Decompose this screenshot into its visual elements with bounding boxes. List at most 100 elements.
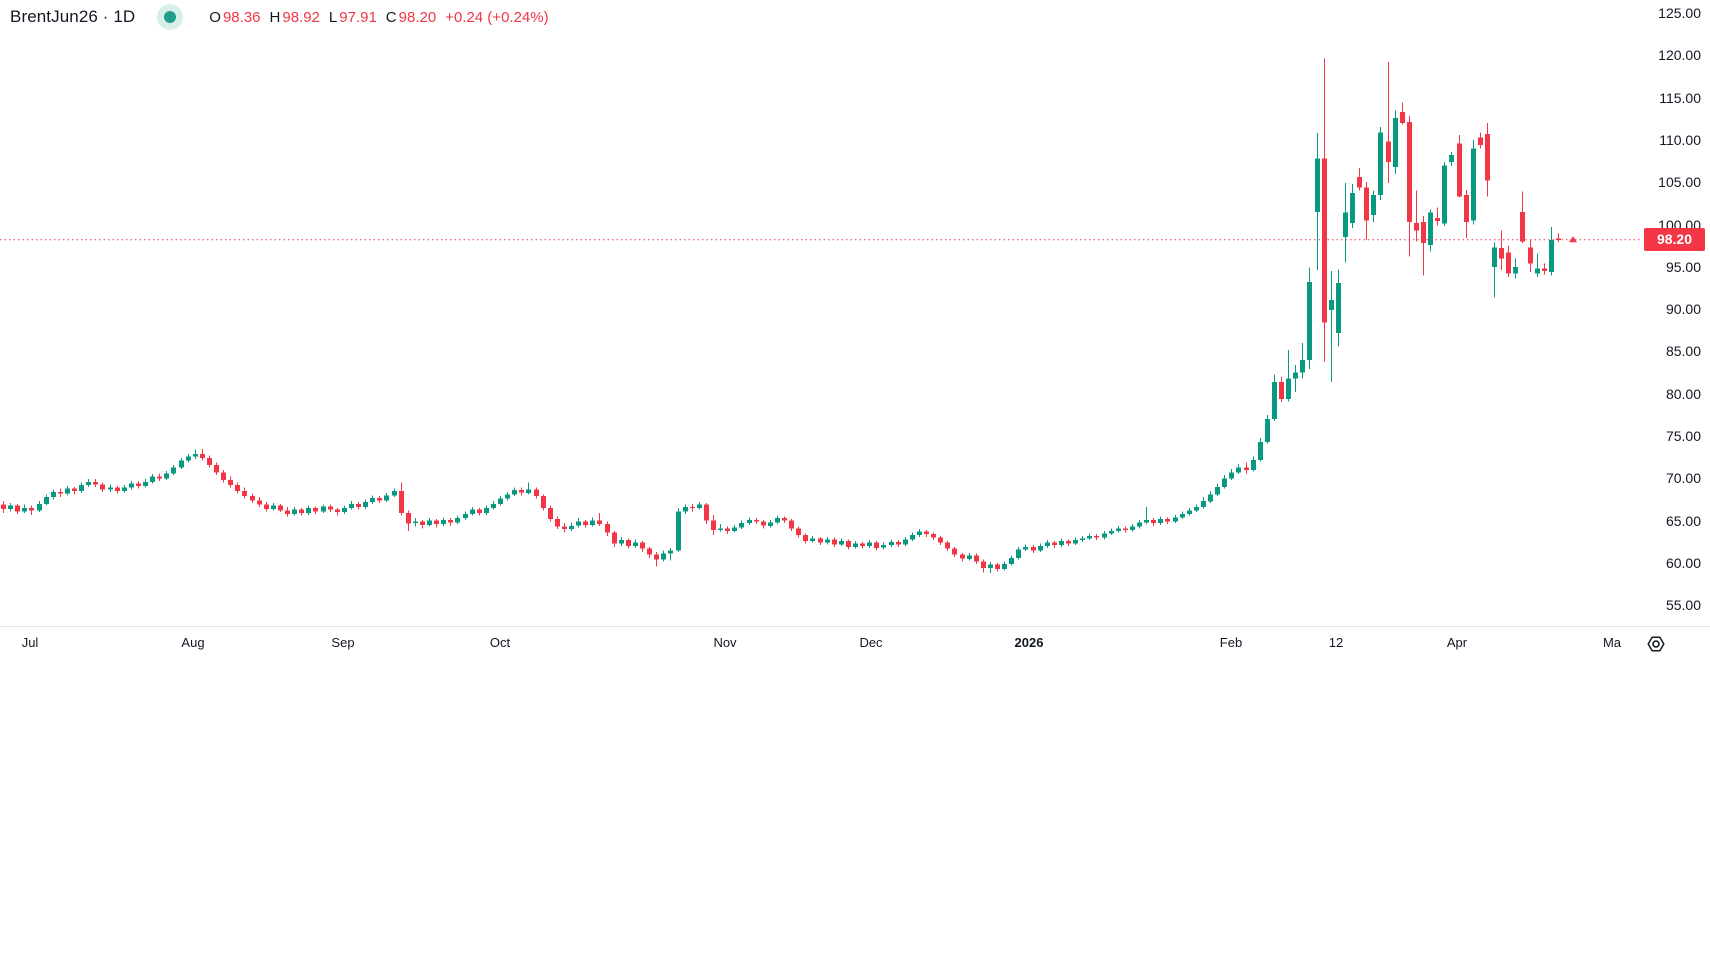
candle [796,528,801,536]
candle [569,525,574,530]
price-axis[interactable]: 125.00 120.00 115.00 110.00 105.00 100.00 95.0… [1640,0,1710,626]
candle [853,543,858,547]
candle [718,528,723,530]
candle [1116,528,1121,531]
candle [945,542,950,549]
candle [612,532,617,544]
candle [427,520,432,525]
candle [321,506,326,512]
candle [51,491,56,497]
time-axis-label: Jul [21,635,39,650]
time-axis-label: Ma [1602,635,1622,650]
candle [1251,459,1256,470]
candle [1336,282,1341,333]
candle [619,540,624,544]
candle [1073,540,1078,544]
candle [903,539,908,545]
candle [1215,486,1220,495]
candle [455,518,460,523]
candle [384,495,389,501]
candle [228,480,233,486]
candle [72,488,77,491]
price-axis-label: 55.00 [1665,597,1701,614]
chart-pane[interactable] [0,0,1710,626]
candle [555,519,560,527]
candle [590,520,595,525]
candle [65,488,70,494]
candle [1144,519,1149,523]
candle [910,535,915,540]
candle [654,554,659,560]
price-axis-label: 80.00 [1665,385,1701,402]
time-axis[interactable]: Jul Aug Sep Oct Nov Dec 2026 Feb 12 Apr Ma [0,626,1710,661]
candle [22,508,27,512]
candle [1300,359,1305,373]
candle [1322,158,1327,323]
candle [136,483,141,486]
candle [1279,381,1284,399]
price-axis-label: 120.00 [1658,47,1701,64]
ohlc-values: O 98.36 H 98.92 L 97.91 C 98.20 +0.24 (+0.24… [209,9,548,26]
candle [1016,549,1021,558]
candle [1059,541,1064,546]
candle [633,542,638,547]
candle [1528,247,1533,264]
candle [1158,519,1163,524]
candle [832,539,837,545]
candle [86,481,91,486]
open-label: O [209,8,221,26]
candle [150,476,155,482]
candle [306,508,311,514]
candle [754,519,759,522]
price-axis-label: 60.00 [1665,554,1701,571]
candle [967,555,972,559]
candle [1400,112,1405,123]
price-axis-label: 125.00 [1658,5,1701,21]
symbol-title[interactable]: BrentJun26 · 1D [10,7,136,26]
candle [1229,472,1234,479]
low-label: L [328,8,338,26]
last-price-badge: 98.20 [1644,228,1705,252]
candle [257,500,262,505]
candle [1045,542,1050,547]
candle [1535,268,1540,274]
candle [370,497,375,502]
candle [349,503,354,508]
candle [562,526,567,530]
source-dot-icon[interactable] [157,4,184,30]
candle [58,491,63,494]
candle [1329,299,1334,310]
price-axis-label: 95.00 [1665,258,1701,275]
candle [860,543,865,546]
candle [1272,381,1277,420]
chart-legend: BrentJun26 · 1D O 98.36 H 98.92 L 97.91 C 98… [10,4,549,30]
dot-inner [164,11,177,23]
candle [1094,535,1099,538]
candle [1194,507,1199,511]
change-value: +0.24 (+0.24%) [445,8,549,26]
price-marker-arrow [1569,236,1577,243]
candle [668,550,673,554]
candle [484,508,489,514]
candle [1187,510,1192,514]
candle [676,511,681,551]
candle [100,484,105,490]
time-axis-label: 2026 [1014,635,1044,650]
candle [171,467,176,474]
candle [1407,122,1412,222]
candle [775,518,780,523]
price-axis-label: 90.00 [1665,301,1701,318]
candle [924,531,929,535]
candle [931,534,936,538]
candle [512,490,517,495]
candle [1449,155,1454,162]
candle [1478,137,1483,145]
candle [839,541,844,545]
candle [15,505,20,512]
candle [392,491,397,496]
time-axis-settings-icon[interactable] [1646,634,1666,654]
candle [463,513,468,519]
time-axis-label: Sep [331,635,355,650]
candle [1393,117,1398,167]
